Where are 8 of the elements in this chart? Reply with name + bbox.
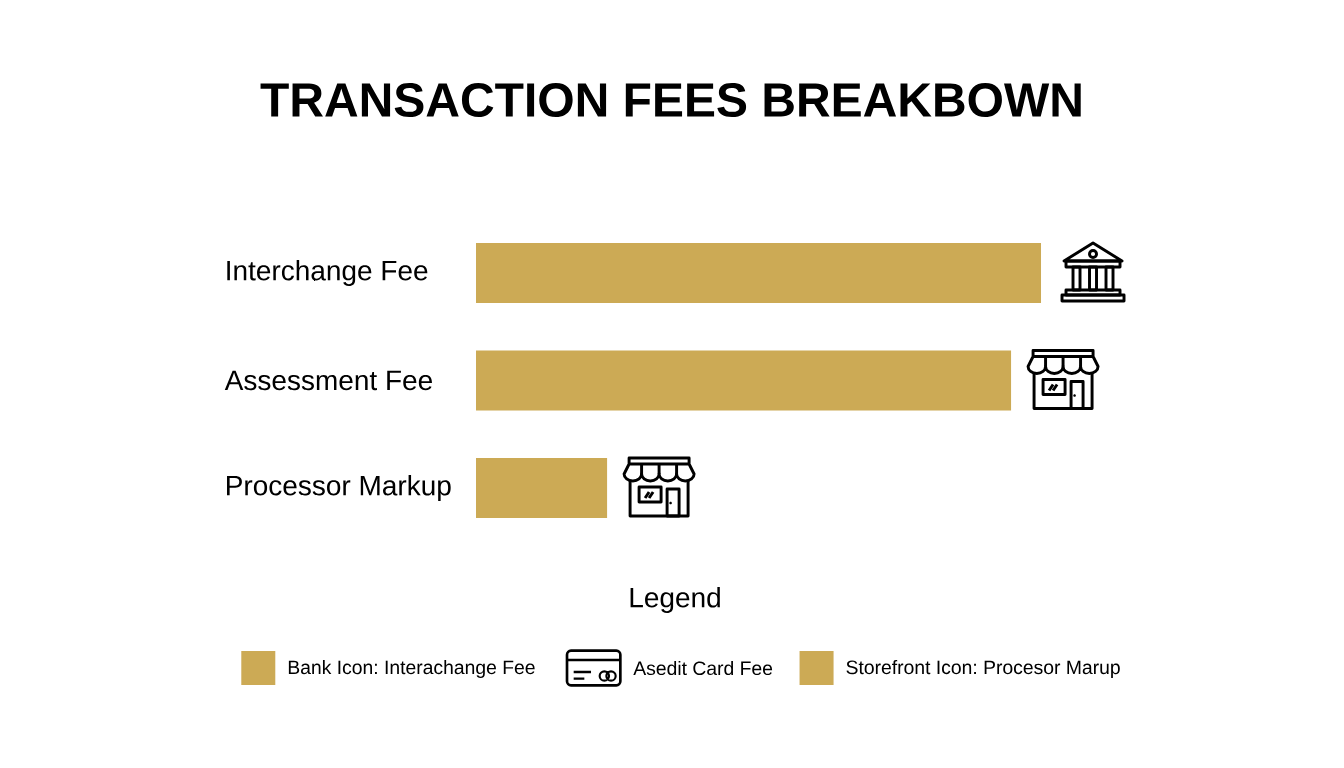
y-tick-label: Assessment Fee	[224, 370, 432, 391]
legend-label: Storefront Icon: Procesor Marup	[846, 660, 1120, 679]
legend-title: Legend	[630, 586, 720, 614]
text: Asedit Card Fee	[633, 660, 773, 676]
y-tick-label: Interchange Fee	[227, 259, 428, 287]
legend-label: Bank Icon: Interachange Fee	[288, 660, 535, 679]
chart-title: TRANSACTION FEES BREAKBOWN	[260, 83, 1081, 117]
y-tick-label: Processor Markup	[227, 474, 451, 502]
